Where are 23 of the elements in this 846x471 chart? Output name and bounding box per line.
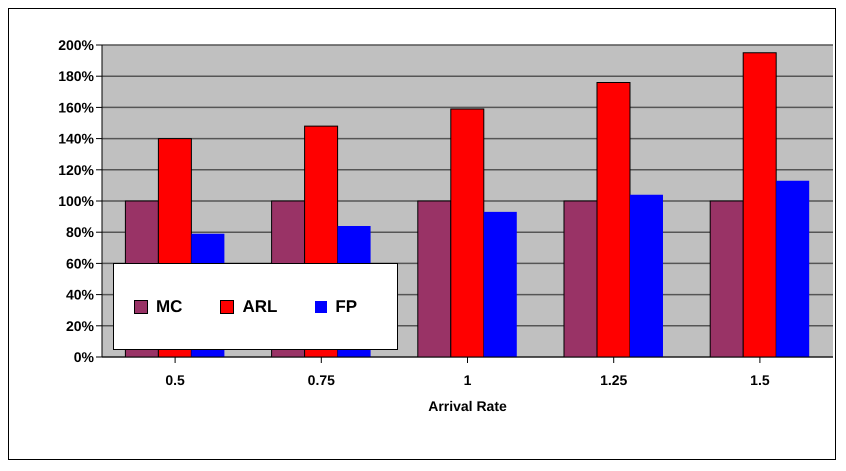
- y-tick-label: 180%: [58, 68, 95, 84]
- x-tick-label: 1: [464, 372, 472, 388]
- x-tick-label: 1.5: [750, 372, 770, 388]
- x-axis-title: Arrival Rate: [428, 398, 508, 414]
- bar: [484, 212, 517, 357]
- legend-label: ARL: [242, 296, 278, 316]
- bar: [776, 180, 810, 357]
- y-tick-label: 120%: [58, 162, 95, 178]
- y-tick-label: 140%: [58, 130, 95, 147]
- y-tick-label: 0%: [74, 348, 95, 365]
- legend-label: MC: [156, 296, 182, 316]
- y-tick-label: 200%: [58, 36, 95, 53]
- y-tick-label: 20%: [66, 318, 95, 334]
- legend-label: FP: [335, 296, 358, 316]
- y-tick-label: 100%: [58, 192, 95, 209]
- x-tick-label: 1.25: [600, 372, 628, 388]
- x-tick-label: 0.75: [308, 372, 336, 388]
- y-tick-label: 40%: [66, 286, 95, 303]
- bar: [630, 194, 663, 357]
- y-tick-label: 80%: [66, 224, 95, 240]
- x-tick-label: 0.5: [165, 372, 186, 388]
- y-tick-label: 60%: [66, 255, 95, 272]
- y-tick-label: 160%: [58, 99, 95, 116]
